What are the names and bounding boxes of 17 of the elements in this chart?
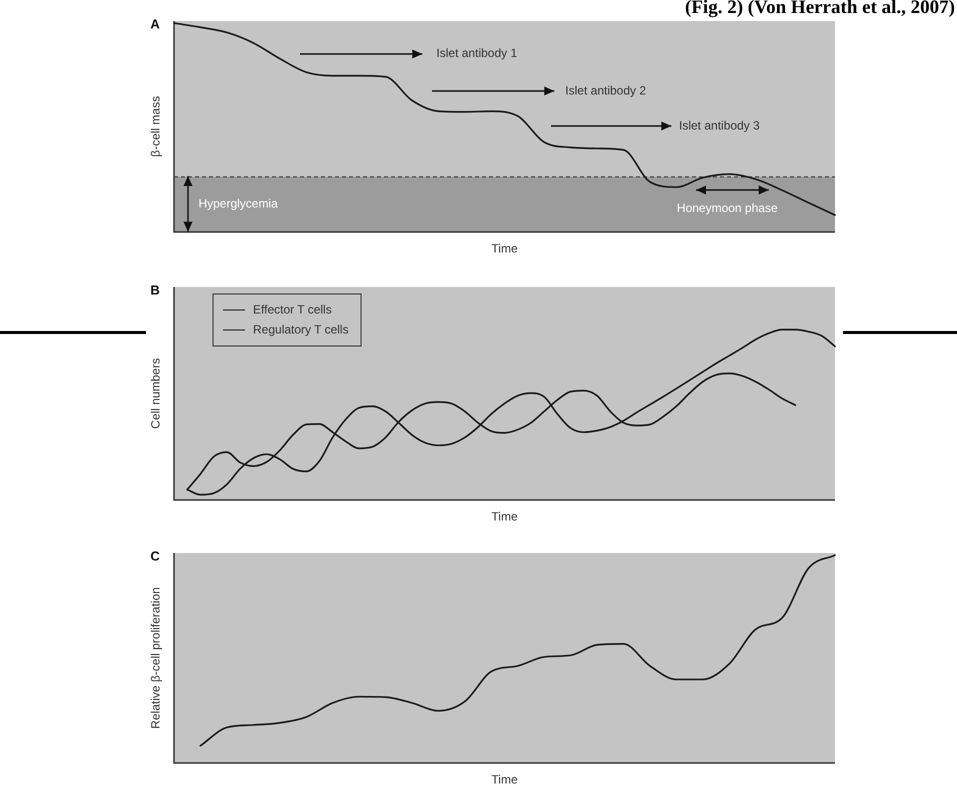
text: (Fig. 2) (Von Herrath et al., 2007) xyxy=(685,0,955,19)
chart-title: A xyxy=(150,16,160,32)
x-axis-title: Time xyxy=(491,241,518,256)
x-axis-title: Time xyxy=(491,772,518,786)
chart-title: B xyxy=(150,282,160,298)
annotation: Islet antibody 3 xyxy=(679,118,760,133)
annotation: Islet antibody 2 xyxy=(565,84,646,98)
band-label: Hyperglycemia xyxy=(198,196,278,211)
legend-label: Regulatory T cells xyxy=(253,322,349,336)
annotation: Islet antibody 1 xyxy=(436,46,518,60)
x-axis-title: Time xyxy=(491,509,518,524)
annotation: Honeymoon phase xyxy=(676,200,778,215)
y-axis-title: Cell numbers xyxy=(148,358,162,429)
legend-label: Effector T cells xyxy=(253,302,332,316)
y-axis-title: β-cell mass xyxy=(148,96,162,157)
y-axis-title: Relative β-cell proliferation xyxy=(148,587,162,729)
chart-title: C xyxy=(150,548,160,564)
